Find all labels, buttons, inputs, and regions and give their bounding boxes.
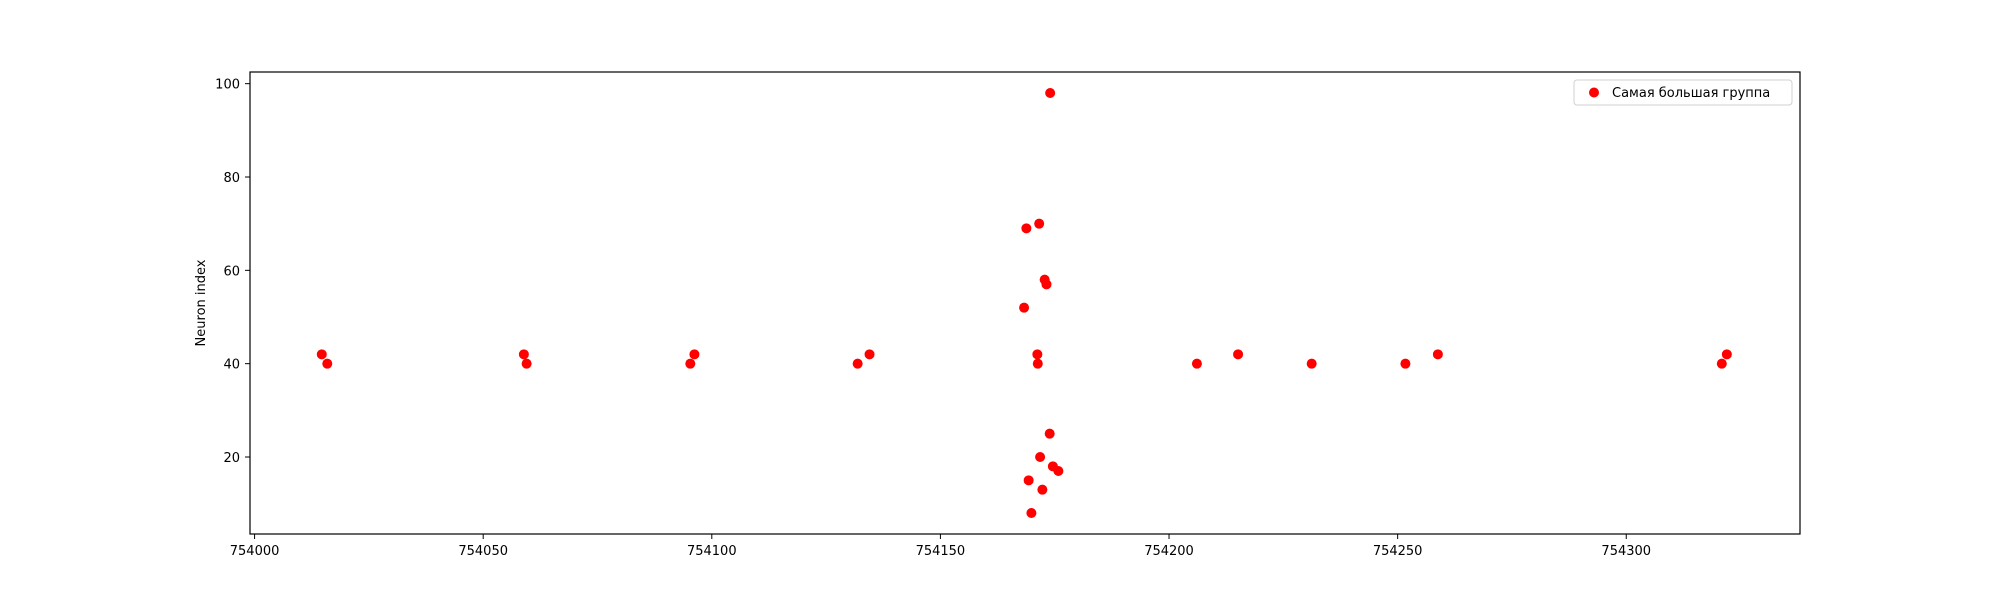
- data-point[interactable]: [1716, 358, 1727, 369]
- data-point[interactable]: [1037, 484, 1048, 495]
- data-point[interactable]: [322, 358, 333, 369]
- data-point[interactable]: [1026, 508, 1037, 518]
- data-point[interactable]: [1019, 302, 1030, 313]
- y-tick-label: 100: [215, 78, 240, 93]
- data-point[interactable]: [1032, 358, 1043, 369]
- data-point[interactable]: [689, 349, 700, 360]
- data-point[interactable]: [1045, 88, 1056, 98]
- x-tick-label: 754250: [1373, 544, 1423, 559]
- data-point[interactable]: [1044, 428, 1055, 439]
- data-point[interactable]: [1053, 466, 1064, 476]
- legend-marker: [1589, 87, 1599, 98]
- legend[interactable]: Самая большая группа: [1573, 79, 1793, 106]
- data-point[interactable]: [1034, 218, 1045, 229]
- x-tick-label: 754050: [458, 544, 508, 559]
- data-point[interactable]: [864, 349, 875, 360]
- data-point[interactable]: [1035, 452, 1046, 462]
- data-point[interactable]: [852, 358, 863, 369]
- data-point[interactable]: [1023, 475, 1034, 486]
- data-point[interactable]: [521, 358, 532, 369]
- data-point[interactable]: [1041, 279, 1052, 290]
- data-point[interactable]: [1191, 358, 1202, 369]
- data-point[interactable]: [1400, 358, 1411, 369]
- y-tick-label: 20: [223, 451, 240, 466]
- data-point[interactable]: [1032, 349, 1043, 360]
- data-point[interactable]: [1021, 223, 1032, 234]
- y-tick-label: 60: [223, 264, 240, 279]
- y-axis: 20 40 60 80 100: [215, 78, 250, 466]
- x-axis: 754000 754050 754100 754150 754200 754250 7543…: [230, 534, 1651, 559]
- plot-frame: [249, 71, 1801, 535]
- x-tick-label: 754300: [1601, 544, 1651, 559]
- data-point[interactable]: [1233, 349, 1244, 360]
- legend-label: Самая большая группа: [1612, 86, 1770, 101]
- x-tick-label: 754100: [687, 544, 737, 559]
- y-tick-label: 80: [223, 171, 240, 186]
- y-tick-label: 40: [223, 358, 240, 373]
- data-point[interactable]: [1432, 349, 1443, 360]
- x-tick-label: 754150: [916, 544, 966, 559]
- y-axis-label: Neuron index: [194, 259, 209, 346]
- data-point[interactable]: [1721, 349, 1732, 360]
- data-points: [316, 88, 1732, 518]
- data-point[interactable]: [1306, 358, 1317, 369]
- data-point[interactable]: [685, 358, 696, 369]
- data-point[interactable]: [316, 349, 327, 360]
- data-point[interactable]: [518, 349, 529, 360]
- x-tick-label: 754200: [1144, 544, 1194, 559]
- x-tick-label: 754000: [230, 544, 280, 559]
- legend-box: [1573, 79, 1793, 106]
